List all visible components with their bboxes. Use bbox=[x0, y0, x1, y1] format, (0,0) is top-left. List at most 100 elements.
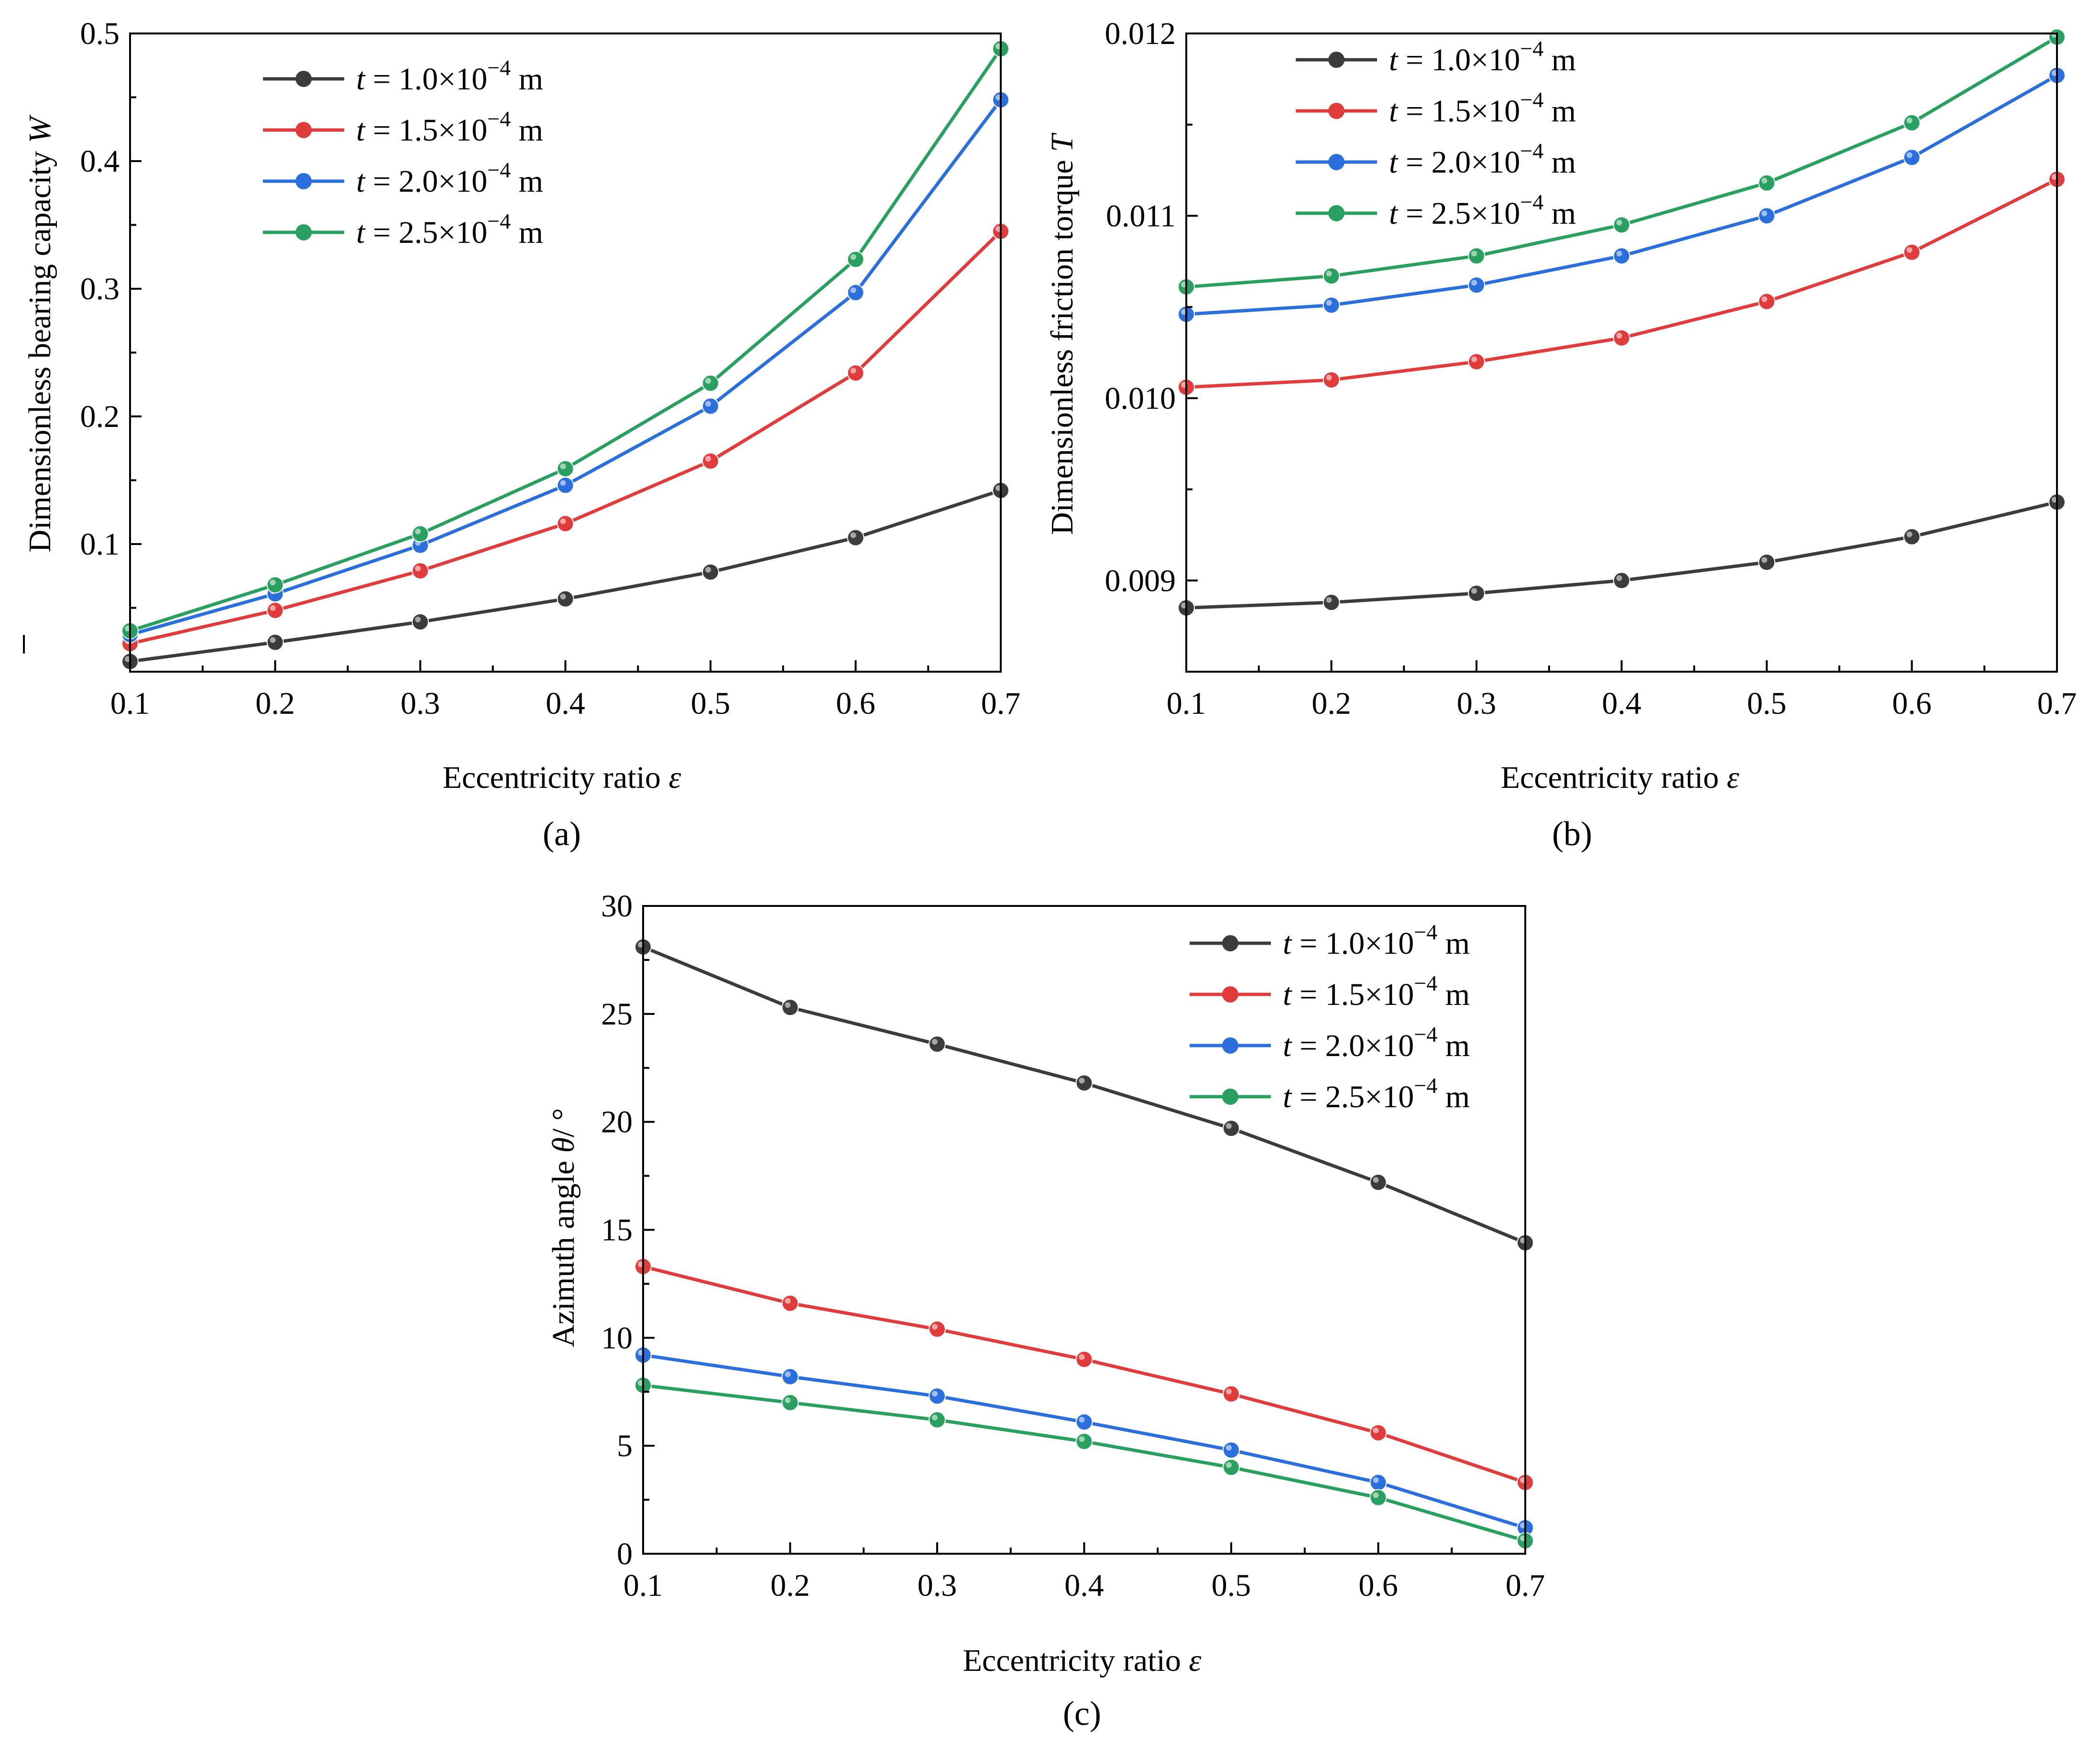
legend-label: t = 1.5×10−4 m bbox=[1283, 971, 1470, 1012]
data-point-highlight bbox=[560, 463, 566, 469]
x-tick-label: 0.7 bbox=[1506, 1568, 1545, 1603]
data-point bbox=[1075, 1413, 1093, 1431]
data-point bbox=[781, 1394, 799, 1411]
y-tick-label: 0.3 bbox=[80, 272, 120, 306]
data-point-highlight bbox=[1471, 280, 1477, 286]
data-point-highlight bbox=[560, 518, 566, 524]
data-point-highlight bbox=[415, 566, 421, 572]
data-point bbox=[557, 460, 574, 478]
y-tick-label: 30 bbox=[601, 889, 633, 924]
data-point bbox=[1468, 247, 1485, 265]
y-tick-label: 15 bbox=[601, 1213, 633, 1248]
data-point-highlight bbox=[1906, 117, 1913, 123]
data-point bbox=[1613, 329, 1630, 347]
data-point bbox=[702, 452, 719, 470]
data-point-highlight bbox=[1226, 1462, 1232, 1468]
legend-marker bbox=[1222, 1089, 1238, 1105]
y-tick-label: 0.4 bbox=[80, 144, 120, 179]
legend-label: t = 1.0×10−4 m bbox=[1283, 920, 1470, 961]
data-point-highlight bbox=[850, 368, 856, 374]
data-point bbox=[1075, 1074, 1093, 1092]
data-point bbox=[1369, 1424, 1387, 1442]
legend-label: t = 2.0×10−4 m bbox=[356, 158, 543, 199]
x-tick-label: 0.6 bbox=[1892, 686, 1932, 721]
x-tick-label: 0.5 bbox=[1212, 1568, 1251, 1603]
data-point bbox=[929, 1320, 946, 1338]
data-point-highlight bbox=[1226, 1388, 1232, 1395]
y-tick-label: 0.2 bbox=[80, 399, 120, 434]
data-point bbox=[557, 477, 574, 494]
data-point-highlight bbox=[785, 1298, 791, 1304]
data-point-highlight bbox=[785, 1371, 791, 1377]
data-point-highlight bbox=[1373, 1177, 1379, 1183]
x-tick-label: 0.2 bbox=[1312, 686, 1351, 721]
legend-marker bbox=[1222, 935, 1238, 951]
data-point bbox=[1613, 247, 1630, 265]
data-point bbox=[929, 1411, 946, 1428]
data-point-highlight bbox=[932, 1324, 938, 1330]
panel-c: 0.1 0.2 0.3 0.4 0.5 0.6 0.7 0 5 10 15 20 25 30 t = 1.0… bbox=[546, 889, 1545, 1733]
data-point bbox=[1223, 1441, 1240, 1459]
y-tick-label: 25 bbox=[601, 997, 633, 1032]
data-point bbox=[1613, 572, 1630, 589]
data-point bbox=[1903, 149, 1921, 166]
data-point bbox=[781, 999, 799, 1016]
data-point-highlight bbox=[1761, 210, 1767, 217]
data-point-highlight bbox=[705, 378, 711, 384]
data-point-highlight bbox=[1079, 1078, 1085, 1084]
x-axis-label: Eccentricity ratio ε bbox=[963, 1643, 1202, 1678]
legend-label: t = 2.5×10−4 m bbox=[356, 209, 543, 250]
data-point bbox=[1468, 276, 1485, 294]
data-point-highlight bbox=[1906, 152, 1913, 158]
x-tick-label: 0.1 bbox=[623, 1568, 663, 1603]
y-tick-label: 5 bbox=[617, 1428, 633, 1463]
data-point-highlight bbox=[1616, 332, 1622, 338]
x-tick-label: 0.3 bbox=[918, 1568, 957, 1603]
data-point bbox=[1468, 584, 1485, 602]
legend-marker bbox=[295, 122, 312, 138]
panel-label: (a) bbox=[543, 815, 581, 853]
data-point-highlight bbox=[705, 567, 711, 573]
data-point-highlight bbox=[1761, 177, 1767, 184]
y-tick-label: 0.012 bbox=[1105, 16, 1176, 51]
data-point bbox=[1323, 267, 1340, 285]
legend-marker bbox=[1328, 103, 1345, 119]
panel-b: 0.1 0.2 0.3 0.4 0.5 0.6 0.7 0.009 0.010 0.011 0.01… bbox=[1045, 16, 2077, 853]
data-point-highlight bbox=[1226, 1123, 1232, 1129]
x-tick-label: 0.1 bbox=[110, 686, 150, 721]
y-tick-label: 0.010 bbox=[1105, 381, 1176, 416]
data-point-highlight bbox=[932, 1414, 938, 1420]
data-point-highlight bbox=[1616, 219, 1622, 226]
data-point-highlight bbox=[270, 637, 276, 643]
legend-marker bbox=[1222, 986, 1238, 1003]
legend-marker bbox=[295, 71, 312, 87]
y-tick-label: 0.5 bbox=[80, 16, 120, 51]
data-point-highlight bbox=[850, 254, 856, 260]
data-point bbox=[847, 529, 864, 546]
data-point bbox=[1075, 1351, 1093, 1368]
data-point-highlight bbox=[1906, 247, 1913, 253]
data-point bbox=[847, 284, 864, 302]
data-point bbox=[781, 1368, 799, 1385]
data-point-highlight bbox=[1373, 1428, 1379, 1434]
data-point-highlight bbox=[1326, 374, 1332, 381]
y-axis-label: Dimensionless bearing capacity W bbox=[22, 115, 57, 553]
x-tick-label: 0.7 bbox=[981, 686, 1021, 721]
data-point bbox=[1223, 1120, 1240, 1137]
data-point bbox=[781, 1295, 799, 1312]
legend-marker bbox=[1328, 205, 1345, 221]
data-point-highlight bbox=[705, 401, 711, 407]
data-point bbox=[1075, 1433, 1093, 1450]
data-point-highlight bbox=[1079, 1436, 1085, 1442]
data-point bbox=[1903, 114, 1921, 131]
panel-label: (c) bbox=[1063, 1694, 1101, 1733]
x-tick-label: 0.5 bbox=[691, 686, 731, 721]
legend-label: t = 2.0×10−4 m bbox=[1283, 1022, 1470, 1063]
legend-label: t = 2.0×10−4 m bbox=[1389, 139, 1576, 180]
data-point bbox=[1613, 216, 1630, 234]
data-point-highlight bbox=[1761, 557, 1767, 563]
y-tick-label: 20 bbox=[601, 1105, 633, 1140]
y-tick-label: 10 bbox=[601, 1320, 633, 1355]
data-point-highlight bbox=[1326, 597, 1332, 603]
data-point-highlight bbox=[1226, 1445, 1232, 1451]
